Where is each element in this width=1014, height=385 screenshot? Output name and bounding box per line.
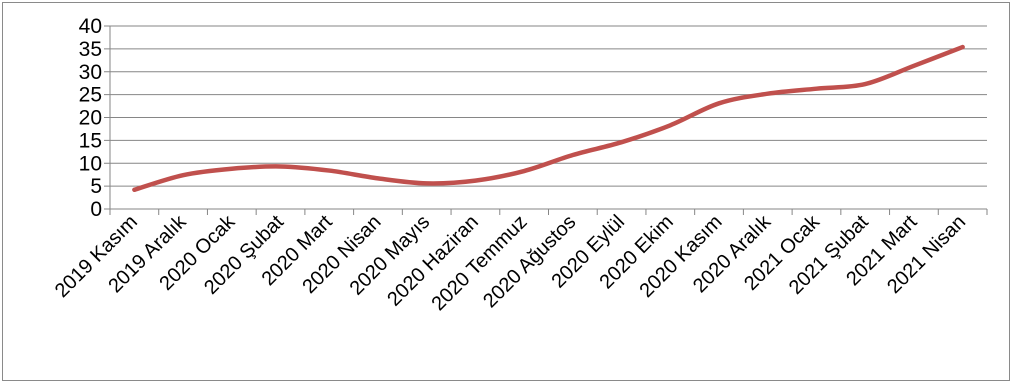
gridlines: [104, 25, 987, 210]
y-tick-label: 35: [79, 38, 102, 61]
y-tick-label: 40: [79, 15, 102, 38]
chart-frame: [2, 2, 1010, 381]
series-line: [132, 44, 965, 193]
y-tick-label: 5: [90, 175, 102, 198]
y-tick-label: 0: [90, 198, 102, 221]
y-tick-label: 25: [79, 84, 102, 107]
y-tick-label: 30: [79, 61, 102, 84]
y-tick-label: 15: [79, 129, 102, 152]
y-tick-label: 10: [79, 152, 102, 175]
y-tick-label: 20: [79, 107, 102, 130]
